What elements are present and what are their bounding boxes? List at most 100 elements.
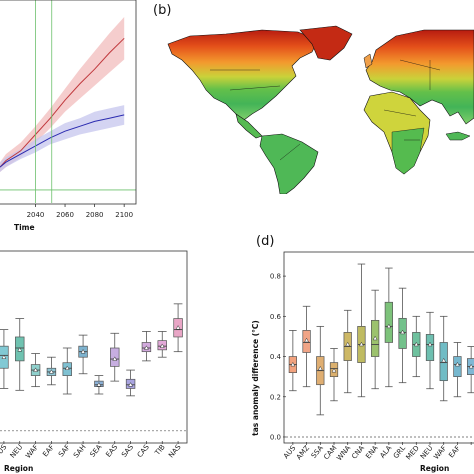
mean-marker xyxy=(331,367,337,373)
box-sah xyxy=(78,334,88,375)
mean-marker xyxy=(468,363,474,369)
box-iqr xyxy=(384,301,393,343)
mean-marker xyxy=(317,365,323,371)
x-tick-label: SAS xyxy=(120,443,135,459)
x-tick-label: EAF xyxy=(447,444,462,459)
mean-marker xyxy=(304,337,309,343)
x-tick-label: 2100 xyxy=(115,211,133,219)
panel-d-xlabel: Region xyxy=(420,464,449,473)
x-tick-label: NEU xyxy=(419,444,435,460)
mean-marker xyxy=(359,341,364,347)
mean-marker xyxy=(175,325,181,330)
box-neu xyxy=(15,318,25,391)
box-waf xyxy=(439,315,448,402)
landmass-eurasia xyxy=(365,29,474,125)
x-tick-label: WAF xyxy=(24,443,40,460)
landmass-central-america xyxy=(235,113,263,139)
box-eaf xyxy=(46,356,57,386)
panel-b-map: (b) xyxy=(153,3,474,194)
box-ala xyxy=(384,267,393,388)
x-tick-label: 2080 xyxy=(86,211,104,219)
y-tick-label: 0.0 xyxy=(270,433,281,441)
landmass-south-america xyxy=(259,133,319,194)
box-saf xyxy=(62,347,72,395)
box-aus xyxy=(288,330,297,392)
landmass-north-america xyxy=(167,29,319,121)
panel-d-plot-area xyxy=(286,263,474,438)
box-aus xyxy=(0,329,9,389)
box-ena xyxy=(371,289,380,390)
panel-c-frame xyxy=(0,250,188,444)
y-tick-label: 0.6 xyxy=(270,313,282,321)
x-tick-label: MED xyxy=(404,444,420,461)
mean-marker xyxy=(400,329,405,335)
box-med xyxy=(412,315,421,378)
mean-marker xyxy=(112,356,118,361)
x-tick-label: ENA xyxy=(364,444,380,460)
mean-marker xyxy=(48,369,54,374)
panel-b-label: (b) xyxy=(153,3,171,18)
box-grl xyxy=(398,287,407,384)
mean-marker xyxy=(372,335,378,341)
x-tick-label: CNA xyxy=(350,444,366,461)
africa-south-green xyxy=(391,127,425,175)
y-tick-label: 0.8 xyxy=(270,273,281,281)
mean-marker xyxy=(159,343,165,348)
mean-marker xyxy=(441,357,447,363)
landmass-greenland xyxy=(299,25,353,61)
landmass-indonesia xyxy=(445,131,471,141)
panel-a-plot-area xyxy=(0,0,136,203)
box-saf xyxy=(467,346,474,394)
x-tick-label: 2060 xyxy=(56,211,74,219)
country-borders xyxy=(210,59,441,161)
x-tick-label: SAH xyxy=(72,443,88,459)
series-line-red xyxy=(0,37,125,168)
mean-marker xyxy=(17,347,23,352)
world-map xyxy=(165,22,474,194)
x-tick-label: AUS xyxy=(282,444,298,461)
series-band-red xyxy=(0,17,125,172)
x-tick-label: CAS xyxy=(136,443,152,459)
x-tick-label: SEA xyxy=(89,443,104,459)
box-eaf xyxy=(453,342,462,398)
x-tick-label: ALA xyxy=(378,444,393,460)
mean-marker xyxy=(1,354,7,359)
x-tick-label: 2040 xyxy=(27,211,45,219)
mean-marker xyxy=(33,367,39,372)
panel-a-x-ticks: 2040 2060 2080 2100 xyxy=(27,204,133,219)
x-tick-label: SAF xyxy=(57,443,72,458)
series-band-blue xyxy=(0,105,125,172)
panel-c-x-ticks: US NEU WAF EAF SAF SAH SEA EAS SAS CAS TIB NAS xyxy=(0,441,183,460)
mean-marker xyxy=(427,341,433,347)
box-neu xyxy=(425,311,435,390)
panel-c-boxplot: US NEU WAF EAF SAF SAH SEA EAS SAS CAS TIB NAS Regi… xyxy=(0,250,188,473)
x-tick-label: WAF xyxy=(432,444,448,461)
panel-c-plot-area xyxy=(0,303,186,432)
x-tick-label: NAS xyxy=(167,443,183,460)
box-nas xyxy=(173,303,183,353)
box-eas xyxy=(110,332,120,382)
mean-marker xyxy=(64,365,70,370)
box-tib xyxy=(157,331,167,358)
mean-marker xyxy=(290,361,296,367)
panel-d-ylabel: tas anomaly difference (°C) xyxy=(251,320,260,436)
box-waf xyxy=(30,353,41,388)
mean-marker xyxy=(413,341,419,347)
panel-a-line-chart: 2040 2060 2080 2100 Time xyxy=(0,0,137,232)
panel-d-y-ticks: 0.0 0.2 0.4 0.6 0.8 xyxy=(270,273,286,441)
series-line-blue xyxy=(0,114,125,168)
box-ssa xyxy=(316,325,325,416)
x-tick-label: AMZ xyxy=(295,444,311,461)
x-tick-label: WNA xyxy=(335,444,352,462)
mean-marker xyxy=(143,345,149,350)
panel-a-frame xyxy=(0,0,137,205)
landmass-britain xyxy=(363,53,373,69)
x-tick-label: US xyxy=(0,443,9,456)
box-sas xyxy=(125,369,136,397)
panel-d-label: (d) xyxy=(256,234,274,249)
box-iqr xyxy=(453,356,462,378)
x-tick-label: EAS xyxy=(104,443,119,459)
mean-marker xyxy=(455,361,460,367)
